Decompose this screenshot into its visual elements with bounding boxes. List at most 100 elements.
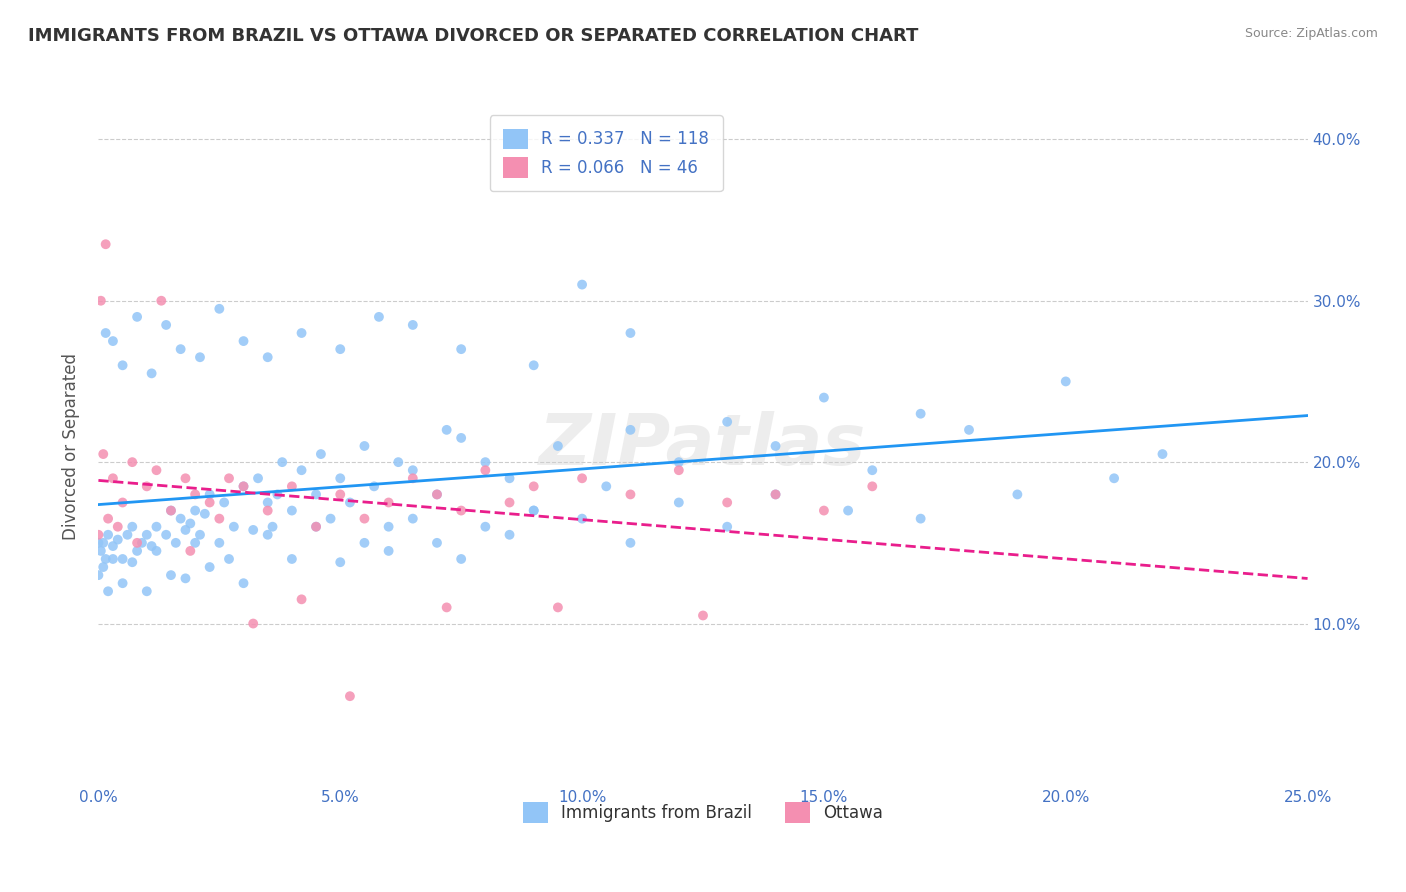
Point — [208, 511, 231, 525]
Point — [290, 592, 312, 607]
Point — [135, 528, 157, 542]
Point — [339, 495, 361, 509]
Point — [523, 359, 546, 373]
Point — [155, 528, 177, 542]
Point — [547, 439, 569, 453]
Point — [319, 511, 342, 525]
Point — [165, 536, 187, 550]
Point — [94, 326, 117, 340]
Point — [1102, 471, 1125, 485]
Point — [309, 447, 332, 461]
Point — [232, 576, 254, 591]
Point — [305, 487, 328, 501]
Point — [910, 407, 932, 421]
Point — [94, 237, 117, 252]
Point — [595, 479, 617, 493]
Point — [97, 511, 120, 525]
Point — [174, 523, 197, 537]
Point — [135, 584, 157, 599]
Point — [135, 479, 157, 493]
Point — [426, 536, 449, 550]
Point — [353, 536, 375, 550]
Point — [498, 528, 520, 542]
Point — [377, 544, 399, 558]
Point — [692, 608, 714, 623]
Point — [1007, 487, 1029, 501]
Point — [97, 584, 120, 599]
Point — [208, 536, 231, 550]
Point — [450, 503, 472, 517]
Point — [90, 544, 112, 558]
Point — [155, 318, 177, 332]
Point — [121, 555, 143, 569]
Point — [256, 528, 278, 542]
Point — [174, 471, 197, 485]
Point — [145, 519, 167, 533]
Point — [94, 552, 117, 566]
Point — [256, 503, 278, 517]
Point — [194, 507, 217, 521]
Point — [160, 503, 183, 517]
Point — [353, 511, 375, 525]
Point — [232, 479, 254, 493]
Point — [91, 536, 114, 550]
Point — [765, 439, 787, 453]
Point — [188, 528, 211, 542]
Point — [101, 471, 124, 485]
Point — [91, 447, 114, 461]
Point — [668, 495, 690, 509]
Point — [111, 359, 134, 373]
Point — [101, 334, 124, 348]
Point — [860, 479, 883, 493]
Point — [668, 455, 690, 469]
Point — [97, 528, 120, 542]
Point — [111, 552, 134, 566]
Point — [111, 495, 134, 509]
Point — [668, 463, 690, 477]
Point — [145, 544, 167, 558]
Point — [910, 511, 932, 525]
Point — [619, 423, 641, 437]
Point — [368, 310, 391, 324]
Point — [256, 495, 278, 509]
Legend: Immigrants from Brazil, Ottawa: Immigrants from Brazil, Ottawa — [515, 794, 891, 830]
Point — [141, 367, 163, 381]
Point — [87, 568, 110, 582]
Point — [402, 511, 425, 525]
Point — [174, 571, 197, 585]
Point — [1054, 375, 1077, 389]
Point — [169, 511, 191, 525]
Point — [160, 503, 183, 517]
Point — [377, 495, 399, 509]
Point — [121, 519, 143, 533]
Point — [208, 301, 231, 316]
Point — [329, 487, 352, 501]
Point — [179, 544, 201, 558]
Point — [184, 536, 207, 550]
Point — [353, 439, 375, 453]
Point — [402, 318, 425, 332]
Point — [547, 600, 569, 615]
Point — [145, 463, 167, 477]
Point — [426, 487, 449, 501]
Point — [242, 616, 264, 631]
Point — [281, 479, 304, 493]
Point — [266, 487, 288, 501]
Point — [290, 326, 312, 340]
Point — [262, 519, 284, 533]
Point — [450, 552, 472, 566]
Point — [281, 552, 304, 566]
Point — [426, 487, 449, 501]
Point — [619, 487, 641, 501]
Point — [127, 544, 149, 558]
Point — [716, 495, 738, 509]
Point — [619, 536, 641, 550]
Point — [716, 519, 738, 533]
Point — [498, 471, 520, 485]
Point — [571, 511, 593, 525]
Point — [242, 523, 264, 537]
Point — [498, 495, 520, 509]
Point — [188, 350, 211, 364]
Point — [127, 536, 149, 550]
Point — [474, 455, 496, 469]
